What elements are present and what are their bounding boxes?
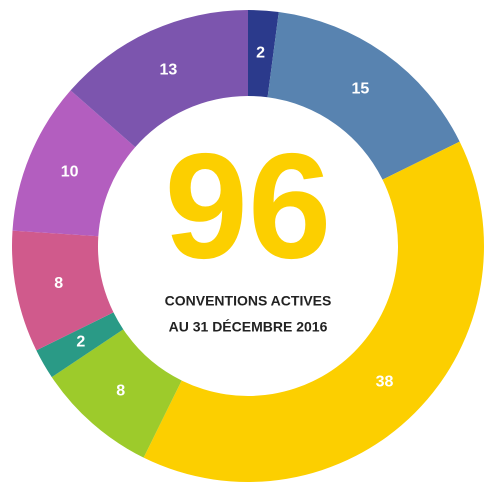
- data-label: 10: [61, 163, 79, 180]
- data-label: 15: [352, 80, 370, 97]
- segment: [248, 10, 279, 98]
- segment: [267, 12, 460, 180]
- data-label: 13: [159, 61, 177, 78]
- center-text: AU 31 DÉCEMBRE 2016: [169, 319, 328, 335]
- data-label: 8: [54, 275, 63, 292]
- data-label: 2: [256, 45, 265, 62]
- segment: [36, 312, 124, 378]
- data-label: 2: [76, 334, 85, 351]
- segment: [12, 90, 136, 237]
- segment: [11, 230, 114, 351]
- data-label: 38: [376, 374, 394, 391]
- center-text: CONVENTIONS ACTIVES: [165, 293, 332, 309]
- data-label: 8: [116, 382, 125, 399]
- segment: [51, 329, 182, 458]
- segment: [70, 10, 249, 148]
- segment: [143, 141, 484, 482]
- center-value: 96: [165, 122, 332, 290]
